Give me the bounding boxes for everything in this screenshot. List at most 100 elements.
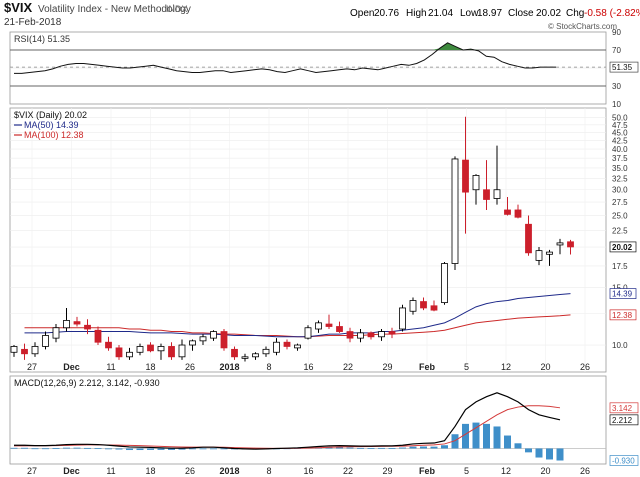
x-tick-label: 12 — [501, 466, 511, 476]
candle-body — [294, 344, 301, 349]
x-tick-label: 29 — [382, 362, 392, 372]
candle-body — [241, 356, 249, 359]
chart-date: 21-Feb-2018 — [4, 17, 62, 28]
price-gridlines — [10, 108, 606, 372]
candle-body — [525, 223, 532, 254]
candle-body — [252, 353, 259, 358]
x-tick-label: 11 — [106, 466, 115, 476]
moving-average-lines — [24, 293, 571, 338]
rsi-series-line — [14, 42, 556, 74]
macd-histogram-bar — [367, 448, 375, 449]
candle-body — [10, 346, 18, 353]
x-tick-label: 5 — [464, 466, 469, 476]
candle-body — [357, 332, 364, 339]
x-tick-label: Dec — [63, 466, 80, 476]
quote-high-value: 21.04 — [428, 8, 453, 19]
macd-histogram-bar — [441, 445, 448, 449]
macd-panel-frame — [9, 375, 607, 465]
candle-body — [31, 346, 39, 355]
candle-body — [367, 332, 375, 338]
macd-tick-label: 2.212 — [612, 416, 633, 425]
candle-body — [63, 320, 70, 329]
candle-body — [168, 346, 175, 358]
x-axis-bottom: 27 Dec 11 18 26 2018 8 16 22 29 Feb 5 12 20 26 — [27, 466, 590, 476]
quote-chg-label: Chg — [566, 8, 584, 19]
macd-histogram-bar — [420, 446, 427, 449]
macd-panel: 3.142 2.212 -0.930 MACD(12,26,9) 2.212, 3.… — [9, 375, 639, 466]
macd-histogram-bar — [73, 447, 81, 449]
chart-header: $VIX Volatility Index - New Methodology … — [4, 0, 640, 31]
exchange-label: INDX — [166, 4, 188, 14]
x-tick-label: 26 — [185, 362, 195, 372]
x-tick-label: 20 — [540, 362, 550, 372]
macd-histogram-bar — [21, 447, 28, 449]
price-tick-label: 30.0 — [612, 186, 628, 195]
price-tick-label: 37.5 — [612, 154, 628, 163]
x-tick-label: 18 — [145, 466, 155, 476]
x-tick-label: 2018 — [219, 362, 239, 372]
macd-histogram-bar — [168, 448, 175, 450]
x-tick-label: 27 — [27, 466, 37, 476]
candle-body — [52, 327, 60, 339]
x-tick-label: 22 — [343, 466, 353, 476]
candle-body — [556, 242, 564, 246]
macd-histogram-bar — [357, 447, 364, 449]
macd-histogram-bar — [409, 446, 417, 449]
macd-tag-box — [609, 402, 639, 414]
candle-body — [210, 331, 217, 339]
macd-histogram-bar — [472, 422, 480, 449]
price-tick-label: 25.0 — [612, 212, 628, 221]
candle-body — [178, 344, 186, 358]
candle-body — [504, 209, 511, 215]
macd-histogram-bar — [136, 448, 144, 451]
macd-histogram-bar — [462, 423, 469, 449]
candle-body — [126, 351, 133, 358]
macd-histogram-bar — [63, 447, 70, 449]
macd-histogram-bar — [388, 448, 396, 449]
x-tick-label: Dec — [63, 362, 80, 372]
macd-legend: MACD(12,26,9) 2.212, 3.142, -0.930 — [14, 378, 160, 388]
candle-body — [136, 346, 144, 353]
x-tick-label: 5 — [464, 362, 469, 372]
candle-body — [283, 341, 291, 347]
candle-body — [21, 348, 28, 355]
quote-open-value: 20.76 — [374, 8, 399, 19]
macd-histogram-bar — [10, 447, 18, 449]
price-tick-label: 10.0 — [612, 341, 628, 350]
candle-body — [451, 158, 459, 264]
macd-tick-label: -0.930 — [612, 457, 635, 466]
x-tick-label: 8 — [266, 362, 271, 372]
price-tag-box — [609, 241, 637, 253]
x-tick-label: Feb — [419, 362, 436, 372]
price-tick-label: 27.5 — [612, 198, 628, 207]
macd-histogram-bar — [147, 448, 154, 450]
macd-histogram-bar — [514, 443, 522, 449]
price-tick-label: 42.5 — [612, 137, 628, 146]
macd-tag-box — [609, 414, 639, 426]
macd-tick-label: 3.142 — [612, 404, 633, 413]
candle-body — [514, 209, 522, 218]
price-tick-label: 15.0 — [612, 284, 628, 293]
candle-body — [315, 322, 322, 330]
rsi-last-value-box — [609, 61, 639, 73]
candle-body — [147, 344, 154, 352]
candle-body — [304, 327, 312, 339]
candle-body — [462, 159, 469, 193]
macd-histogram-bar — [430, 446, 438, 449]
macd-lines — [14, 392, 561, 450]
price-tick-label: 40.0 — [612, 145, 628, 154]
macd-histogram-bar — [556, 448, 564, 461]
rsi-line — [14, 42, 556, 74]
price-tag-box — [609, 288, 637, 299]
candle-body — [388, 331, 396, 335]
price-legend-vix: $VIX (Daily) 20.02 — [14, 110, 87, 120]
macd-histogram-bar — [535, 448, 543, 458]
rsi-y-axis: 907050301051.35 — [609, 28, 639, 109]
macd-histogram-bar — [504, 435, 511, 449]
candle-body — [567, 241, 574, 248]
quote-open-label: Open — [350, 8, 374, 19]
macd-histogram-bar — [399, 447, 406, 449]
x-tick-label: 8 — [266, 466, 271, 476]
rsi-legend: RSI(14) 51.35 — [14, 34, 70, 44]
